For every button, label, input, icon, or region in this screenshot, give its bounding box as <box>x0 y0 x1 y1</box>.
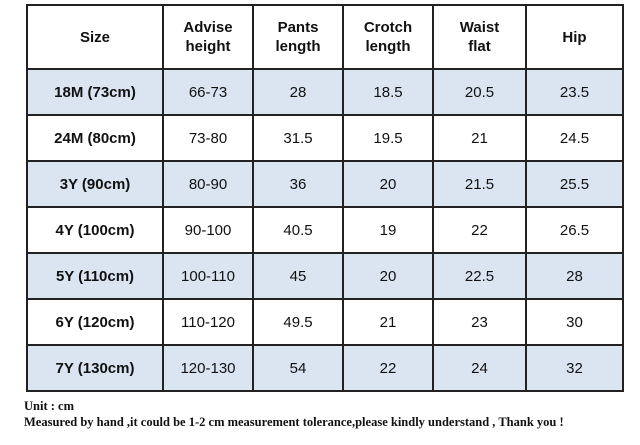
table-row: 4Y (100cm) 90-100 40.5 19 22 26.5 <box>26 206 624 254</box>
value-cell: 20 <box>342 160 434 208</box>
value-cell: 20 <box>342 252 434 300</box>
size-cell: 18M (73cm) <box>26 68 164 116</box>
table-head: Size Advise height Pants length Crotch leng… <box>26 4 624 70</box>
table-row: 24M (80cm) 73-80 31.5 19.5 21 24.5 <box>26 114 624 162</box>
value-cell: 19 <box>342 206 434 254</box>
table-row: 18M (73cm) 66-73 28 18.5 20.5 23.5 <box>26 68 624 116</box>
size-cell: 5Y (110cm) <box>26 252 164 300</box>
value-cell: 36 <box>252 160 344 208</box>
value-cell: 28 <box>252 68 344 116</box>
value-cell: 24 <box>432 344 527 392</box>
header-row: Size Advise height Pants length Crotch leng… <box>26 4 624 70</box>
size-cell: 4Y (100cm) <box>26 206 164 254</box>
value-cell: 80-90 <box>162 160 254 208</box>
value-cell: 100-110 <box>162 252 254 300</box>
value-cell: 20.5 <box>432 68 527 116</box>
tolerance-note: Measured by hand ,it could be 1-2 cm mea… <box>24 415 564 429</box>
value-cell: 32 <box>525 344 624 392</box>
value-cell: 26.5 <box>525 206 624 254</box>
value-cell: 28 <box>525 252 624 300</box>
value-cell: 23.5 <box>525 68 624 116</box>
header-cell: Size <box>26 4 164 70</box>
value-cell: 21.5 <box>432 160 527 208</box>
value-cell: 21 <box>342 298 434 346</box>
value-cell: 90-100 <box>162 206 254 254</box>
size-cell: 3Y (90cm) <box>26 160 164 208</box>
value-cell: 24.5 <box>525 114 624 162</box>
value-cell: 23 <box>432 298 527 346</box>
value-cell: 30 <box>525 298 624 346</box>
table-row: 7Y (130cm) 120-130 54 22 24 32 <box>26 344 624 392</box>
value-cell: 45 <box>252 252 344 300</box>
table-row: 5Y (110cm) 100-110 45 20 22.5 28 <box>26 252 624 300</box>
value-cell: 120-130 <box>162 344 254 392</box>
value-cell: 110-120 <box>162 298 254 346</box>
value-cell: 31.5 <box>252 114 344 162</box>
value-cell: 18.5 <box>342 68 434 116</box>
table-row: 6Y (120cm) 110-120 49.5 21 23 30 <box>26 298 624 346</box>
value-cell: 22.5 <box>432 252 527 300</box>
notes: Unit : cm Measured by hand ,it could be … <box>24 398 564 430</box>
value-cell: 22 <box>432 206 527 254</box>
value-cell: 25.5 <box>525 160 624 208</box>
header-cell: Crotch length <box>342 4 434 70</box>
value-cell: 21 <box>432 114 527 162</box>
header-cell: Advise height <box>162 4 254 70</box>
header-cell: Waist flat <box>432 4 527 70</box>
value-cell: 22 <box>342 344 434 392</box>
size-table: Size Advise height Pants length Crotch leng… <box>26 4 624 392</box>
value-cell: 73-80 <box>162 114 254 162</box>
value-cell: 19.5 <box>342 114 434 162</box>
header-cell: Hip <box>525 4 624 70</box>
table-row: 3Y (90cm) 80-90 36 20 21.5 25.5 <box>26 160 624 208</box>
header-cell: Pants length <box>252 4 344 70</box>
value-cell: 49.5 <box>252 298 344 346</box>
value-cell: 54 <box>252 344 344 392</box>
value-cell: 66-73 <box>162 68 254 116</box>
size-cell: 7Y (130cm) <box>26 344 164 392</box>
unit-note: Unit : cm <box>24 399 74 413</box>
size-cell: 24M (80cm) <box>26 114 164 162</box>
size-cell: 6Y (120cm) <box>26 298 164 346</box>
table-body: 18M (73cm) 66-73 28 18.5 20.5 23.5 24M (80cm) 7… <box>26 68 624 392</box>
value-cell: 40.5 <box>252 206 344 254</box>
